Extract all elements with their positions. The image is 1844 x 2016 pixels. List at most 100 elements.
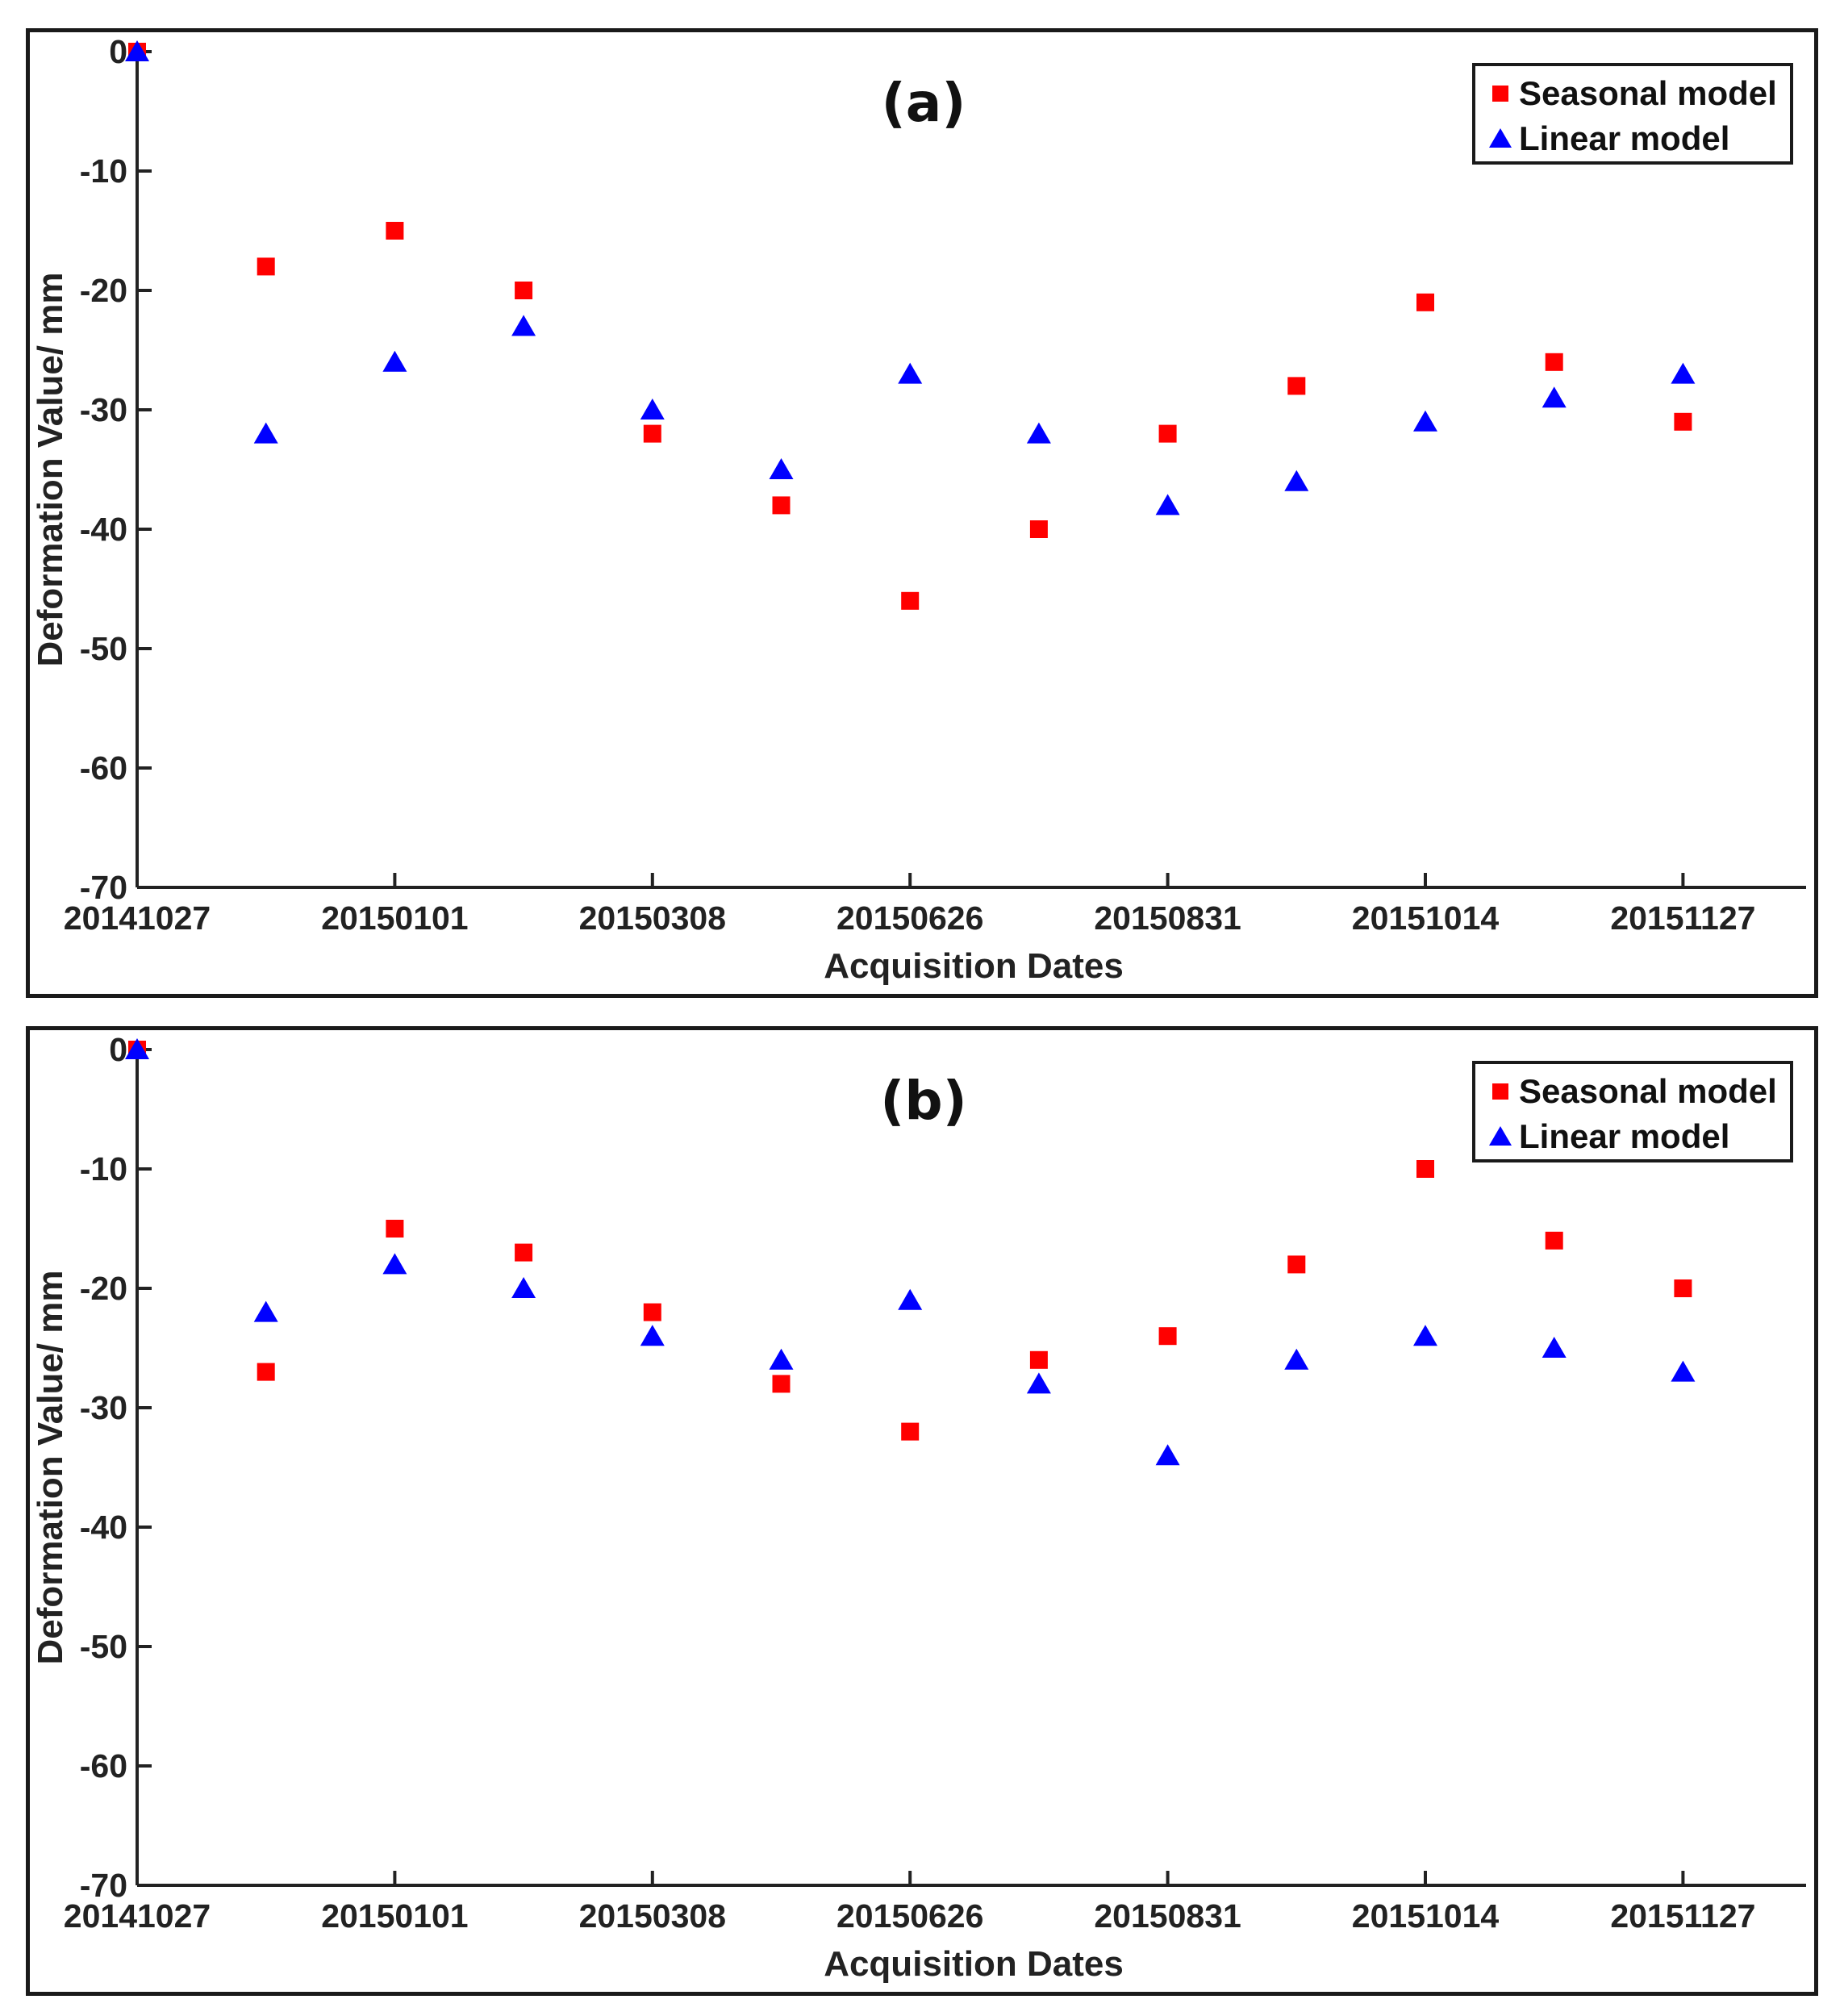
seasonal-model-point [386, 1220, 404, 1238]
linear-model-point [1413, 1325, 1437, 1346]
legend-label: Seasonal model [1519, 1072, 1777, 1110]
linear-model-point [898, 1288, 923, 1310]
linear-model-point [769, 458, 794, 479]
x-tick-label: 20151014 [1352, 899, 1500, 937]
seasonal-model-point [1287, 1255, 1306, 1274]
linear-model-point [1671, 1360, 1696, 1382]
x-tick-label: 20150101 [321, 1897, 468, 1935]
linear-model-point [1542, 1337, 1567, 1358]
seasonal-model-point [1029, 520, 1048, 538]
seasonal-model-point [1158, 1327, 1177, 1346]
legend-box [1472, 63, 1793, 165]
legend-triangle-icon [1489, 128, 1512, 148]
linear-model-point [125, 1038, 149, 1059]
seasonal-model-point [643, 424, 661, 443]
y-tick-label: -40 [80, 511, 127, 548]
legend-label: Linear model [1519, 119, 1729, 157]
x-tick-label: 20150101 [321, 899, 468, 937]
panel-title: (a) [882, 72, 966, 134]
x-tick-label: 20150831 [1094, 1897, 1241, 1935]
legend-label: Linear model [1519, 1117, 1729, 1155]
seasonal-model-point [1545, 353, 1563, 371]
seasonal-model-point [1545, 1231, 1563, 1250]
y-tick-label: -10 [80, 1150, 127, 1187]
chart-panel-a: 0 -10 -20 -30 -40 -50 -60 -70 20141027 20150101 20… [26, 28, 1818, 998]
chart-panel-b: 0 -10 -20 -30 -40 -50 -60 -70 20141027 20150101 20… [26, 1026, 1818, 1996]
x-tick-label: 20141027 [64, 1897, 211, 1935]
x-tick-label: 20141027 [64, 899, 211, 937]
y-tick-label: -30 [80, 391, 127, 428]
legend-triangle-icon [1489, 1126, 1512, 1146]
linear-model-point [382, 350, 407, 372]
x-axis-title: Acquisition Dates [824, 1944, 1124, 1984]
linear-model-point [125, 40, 149, 61]
panel-title: (b) [880, 1070, 967, 1132]
y-tick-label: -20 [80, 1270, 127, 1307]
seasonal-model-point [1674, 412, 1692, 431]
x-axis-title: Acquisition Dates [824, 946, 1124, 986]
legend-box [1472, 1061, 1793, 1162]
linear-model-point [1413, 410, 1437, 432]
y-tick-label: -40 [80, 1509, 127, 1546]
x-tick-label: 20151127 [1610, 899, 1755, 937]
seasonal-model-point [386, 222, 404, 240]
seasonal-model-point [772, 1375, 791, 1393]
seasonal-model-point [1029, 1350, 1048, 1369]
seasonal-model-point [1287, 377, 1306, 395]
seasonal-model-point [257, 1363, 275, 1381]
linear-model-point [1155, 1444, 1180, 1466]
seasonal-model-point [772, 496, 791, 515]
linear-model-point [511, 1277, 536, 1298]
linear-model-point [640, 1325, 665, 1346]
seasonal-model-point [515, 1243, 533, 1262]
seasonal-model-point [1416, 1160, 1434, 1178]
linear-model-point [769, 1348, 794, 1370]
linear-model-point [1155, 494, 1180, 515]
y-tick-label: -50 [80, 1628, 127, 1665]
y-tick-label: -20 [80, 272, 127, 309]
seasonal-model-point [901, 591, 920, 610]
seasonal-model-point [515, 282, 533, 299]
y-tick-label: -70 [80, 1867, 127, 1904]
linear-model-point [1026, 422, 1051, 444]
x-tick-label: 20151014 [1352, 1897, 1500, 1935]
linear-model-point [1671, 362, 1696, 384]
y-tick-label: -30 [80, 1389, 127, 1426]
linear-model-point [253, 1300, 278, 1322]
linear-model-point [511, 315, 536, 336]
legend-label: Seasonal model [1519, 74, 1777, 112]
linear-model-point [1284, 470, 1309, 491]
seasonal-model-point [643, 1303, 661, 1321]
y-tick-label: 0 [109, 33, 127, 70]
seasonal-model-point [901, 1422, 920, 1441]
linear-model-point [382, 1253, 407, 1275]
x-tick-label: 20150626 [836, 899, 983, 937]
y-tick-label: -60 [80, 1747, 127, 1784]
linear-model-point [253, 422, 278, 444]
y-tick-label: -70 [80, 869, 127, 906]
linear-model-point [640, 399, 665, 419]
linear-model-point [1542, 386, 1567, 408]
linear-model-point [898, 362, 923, 384]
y-axis-title: Deformation Value/ mm [31, 1270, 70, 1664]
seasonal-model-point [1158, 424, 1177, 443]
x-tick-label: 20150831 [1094, 899, 1241, 937]
x-tick-label: 20151127 [1610, 1897, 1755, 1935]
legend-square-icon [1492, 86, 1508, 102]
y-tick-label: 0 [109, 1031, 127, 1068]
y-axis-title: Deformation Value/ mm [31, 272, 70, 666]
x-tick-label: 20150626 [836, 1897, 983, 1935]
legend: Seasonal model Linear model [1472, 63, 1793, 165]
y-tick-label: -10 [80, 152, 127, 190]
x-tick-label: 20150308 [579, 899, 726, 937]
seasonal-model-point [257, 257, 275, 276]
y-tick-label: -60 [80, 749, 127, 787]
seasonal-model-point [1674, 1279, 1692, 1297]
seasonal-model-point [1416, 293, 1434, 311]
x-tick-label: 20150308 [579, 1897, 726, 1935]
y-tick-label: -50 [80, 630, 127, 667]
legend-square-icon [1492, 1083, 1508, 1100]
linear-model-point [1284, 1348, 1309, 1370]
